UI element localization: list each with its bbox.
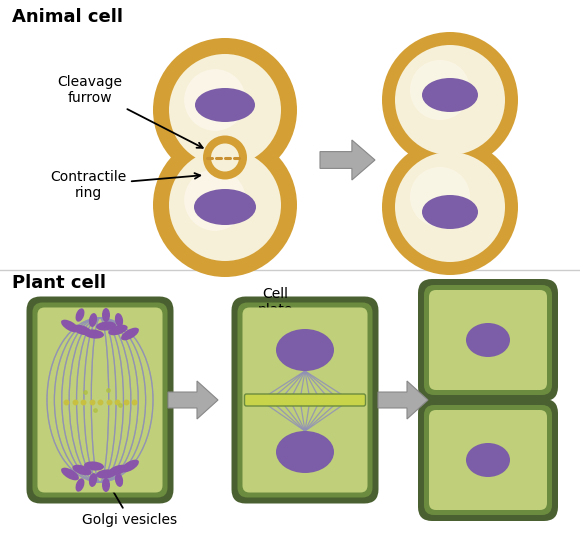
Ellipse shape bbox=[422, 78, 478, 112]
Ellipse shape bbox=[61, 468, 79, 480]
Text: Animal cell: Animal cell bbox=[12, 8, 123, 26]
Circle shape bbox=[410, 60, 470, 120]
Ellipse shape bbox=[276, 431, 334, 473]
Circle shape bbox=[395, 45, 505, 155]
Circle shape bbox=[153, 38, 297, 182]
Ellipse shape bbox=[61, 319, 79, 333]
FancyBboxPatch shape bbox=[32, 302, 168, 497]
Ellipse shape bbox=[466, 323, 510, 357]
Ellipse shape bbox=[115, 313, 123, 327]
Ellipse shape bbox=[96, 470, 116, 479]
Ellipse shape bbox=[89, 313, 97, 327]
Text: Plant cell: Plant cell bbox=[12, 274, 106, 292]
FancyBboxPatch shape bbox=[418, 399, 558, 521]
Ellipse shape bbox=[108, 325, 128, 335]
FancyBboxPatch shape bbox=[237, 302, 372, 497]
Ellipse shape bbox=[121, 328, 139, 340]
Circle shape bbox=[410, 167, 470, 227]
FancyBboxPatch shape bbox=[38, 307, 162, 492]
Ellipse shape bbox=[194, 189, 256, 225]
Ellipse shape bbox=[89, 473, 97, 487]
FancyBboxPatch shape bbox=[245, 394, 365, 406]
Circle shape bbox=[382, 139, 518, 275]
Ellipse shape bbox=[96, 322, 116, 330]
Ellipse shape bbox=[121, 460, 139, 472]
Text: Cell
plate: Cell plate bbox=[251, 287, 293, 385]
Polygon shape bbox=[378, 381, 428, 419]
Ellipse shape bbox=[466, 443, 510, 477]
Polygon shape bbox=[320, 140, 375, 180]
FancyBboxPatch shape bbox=[424, 285, 552, 395]
Circle shape bbox=[169, 149, 281, 261]
Polygon shape bbox=[168, 381, 218, 419]
FancyBboxPatch shape bbox=[242, 307, 368, 492]
Text: Cleavage
furrow: Cleavage furrow bbox=[57, 75, 203, 148]
Circle shape bbox=[184, 169, 246, 231]
Circle shape bbox=[184, 69, 246, 131]
Ellipse shape bbox=[84, 461, 104, 471]
Ellipse shape bbox=[276, 329, 334, 371]
Ellipse shape bbox=[108, 465, 128, 475]
FancyBboxPatch shape bbox=[27, 296, 173, 503]
Ellipse shape bbox=[195, 88, 255, 122]
Circle shape bbox=[382, 32, 518, 168]
Ellipse shape bbox=[102, 478, 110, 492]
Ellipse shape bbox=[84, 329, 104, 339]
Ellipse shape bbox=[72, 325, 92, 335]
Ellipse shape bbox=[75, 478, 85, 492]
Circle shape bbox=[395, 152, 505, 262]
FancyBboxPatch shape bbox=[418, 279, 558, 401]
Circle shape bbox=[153, 133, 297, 277]
FancyBboxPatch shape bbox=[231, 296, 379, 503]
Ellipse shape bbox=[102, 308, 110, 322]
Ellipse shape bbox=[422, 195, 478, 229]
FancyBboxPatch shape bbox=[424, 405, 552, 515]
Text: Contractile
ring: Contractile ring bbox=[50, 170, 200, 200]
Circle shape bbox=[211, 144, 239, 171]
FancyBboxPatch shape bbox=[429, 290, 547, 390]
Circle shape bbox=[169, 54, 281, 166]
Circle shape bbox=[203, 135, 247, 180]
FancyBboxPatch shape bbox=[429, 410, 547, 510]
Ellipse shape bbox=[75, 308, 85, 322]
Ellipse shape bbox=[115, 473, 123, 487]
Ellipse shape bbox=[72, 465, 92, 475]
Text: Golgi vesicles: Golgi vesicles bbox=[82, 482, 177, 527]
